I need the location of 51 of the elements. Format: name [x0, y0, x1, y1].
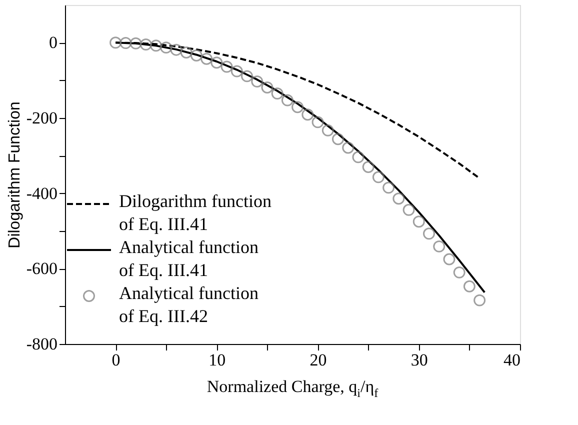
point [210, 56, 223, 69]
point [130, 37, 142, 50]
point [423, 228, 435, 240]
point [382, 182, 395, 194]
y-tick-label: -600 [26, 259, 58, 278]
x-tick-label: 30 [410, 350, 428, 370]
point [261, 82, 274, 94]
point [312, 116, 324, 128]
point [362, 160, 374, 173]
point [292, 101, 304, 114]
y-tick-label: 0 [49, 33, 58, 52]
point [453, 266, 466, 278]
x-tick-label: 0 [112, 350, 120, 370]
point [372, 171, 384, 184]
point [230, 65, 243, 78]
y-axis-title: Dilogarithm Function [6, 102, 24, 248]
point [433, 240, 446, 252]
legend-label: Analytical function of Eq. III.41 [119, 237, 258, 280]
point [463, 280, 476, 292]
point [332, 133, 344, 146]
y-tick-label: -400 [26, 184, 58, 203]
y-tick-label: -800 [26, 334, 58, 354]
point [140, 38, 152, 51]
point [110, 36, 122, 49]
point [220, 60, 233, 73]
x-tick-label: 10 [208, 350, 226, 370]
point [443, 253, 456, 266]
legend-label: Analytical function of Eq. III.42 [119, 283, 258, 326]
point [402, 204, 415, 216]
point [170, 44, 182, 56]
point [241, 70, 253, 82]
point [352, 151, 364, 164]
x-tick-label: 40 [504, 350, 520, 370]
point [150, 40, 162, 52]
point [342, 142, 354, 154]
y-tick-label: -200 [26, 108, 58, 128]
point [251, 75, 264, 88]
point [302, 108, 314, 121]
point [200, 52, 213, 65]
point [474, 294, 486, 306]
point [281, 94, 294, 106]
x-tick-label: 20 [310, 350, 327, 370]
point [271, 88, 284, 100]
point [180, 46, 192, 58]
point [322, 124, 334, 136]
point [120, 37, 132, 50]
point [412, 216, 425, 228]
point [160, 42, 172, 54]
legend-label: Dilogarithm function of Eq. III.41 [119, 191, 272, 234]
point [190, 49, 202, 62]
point [392, 192, 405, 205]
